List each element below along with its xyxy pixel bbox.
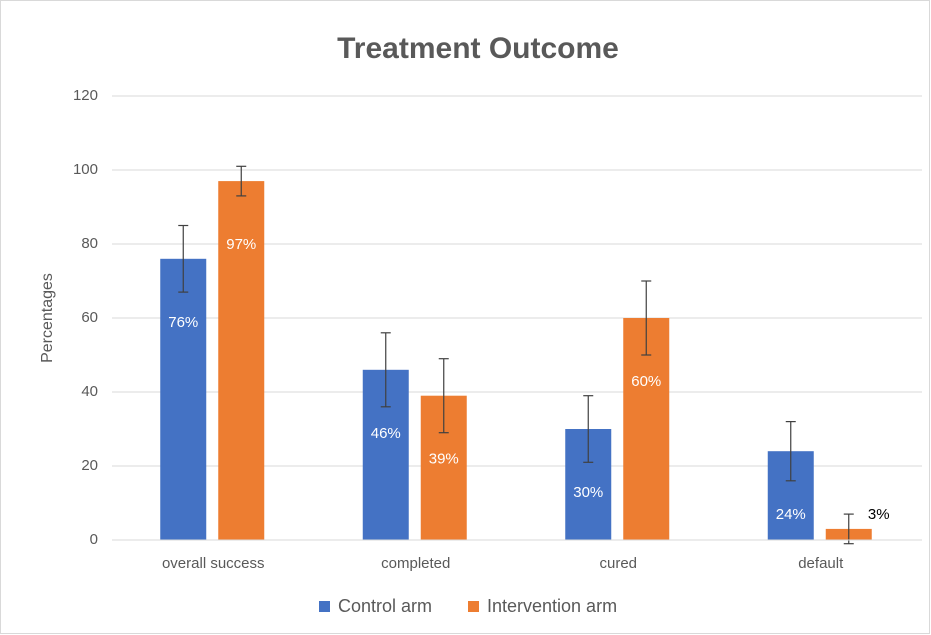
y-tick-label: 40 (81, 383, 98, 400)
x-tick-label: overall success (162, 555, 265, 572)
y-tick-label: 80 (81, 235, 98, 252)
data-label: 3% (868, 506, 890, 523)
y-tick-label: 0 (90, 531, 98, 548)
x-tick-label: default (798, 555, 844, 572)
data-label: 30% (573, 484, 603, 501)
data-label: 46% (371, 425, 401, 442)
legend-swatch (468, 601, 479, 612)
y-tick-label: 120 (73, 87, 98, 104)
legend-swatch (319, 601, 330, 612)
data-label: 76% (168, 314, 198, 331)
data-label: 97% (226, 236, 256, 253)
data-label: 39% (429, 451, 459, 468)
chart-title: Treatment Outcome (337, 32, 619, 65)
x-tick-label: cured (599, 555, 637, 572)
bar (160, 258, 207, 540)
legend-label: Control arm (338, 596, 432, 616)
bar (218, 181, 265, 540)
y-tick-label: 20 (81, 457, 98, 474)
x-tick-label: completed (381, 555, 450, 572)
data-label: 24% (776, 506, 806, 523)
y-tick-label: 100 (73, 161, 98, 178)
data-label: 60% (631, 373, 661, 390)
y-tick-label: 60 (81, 309, 98, 326)
legend-label: Intervention arm (487, 596, 617, 616)
y-axis-label: Percentages (39, 273, 56, 363)
